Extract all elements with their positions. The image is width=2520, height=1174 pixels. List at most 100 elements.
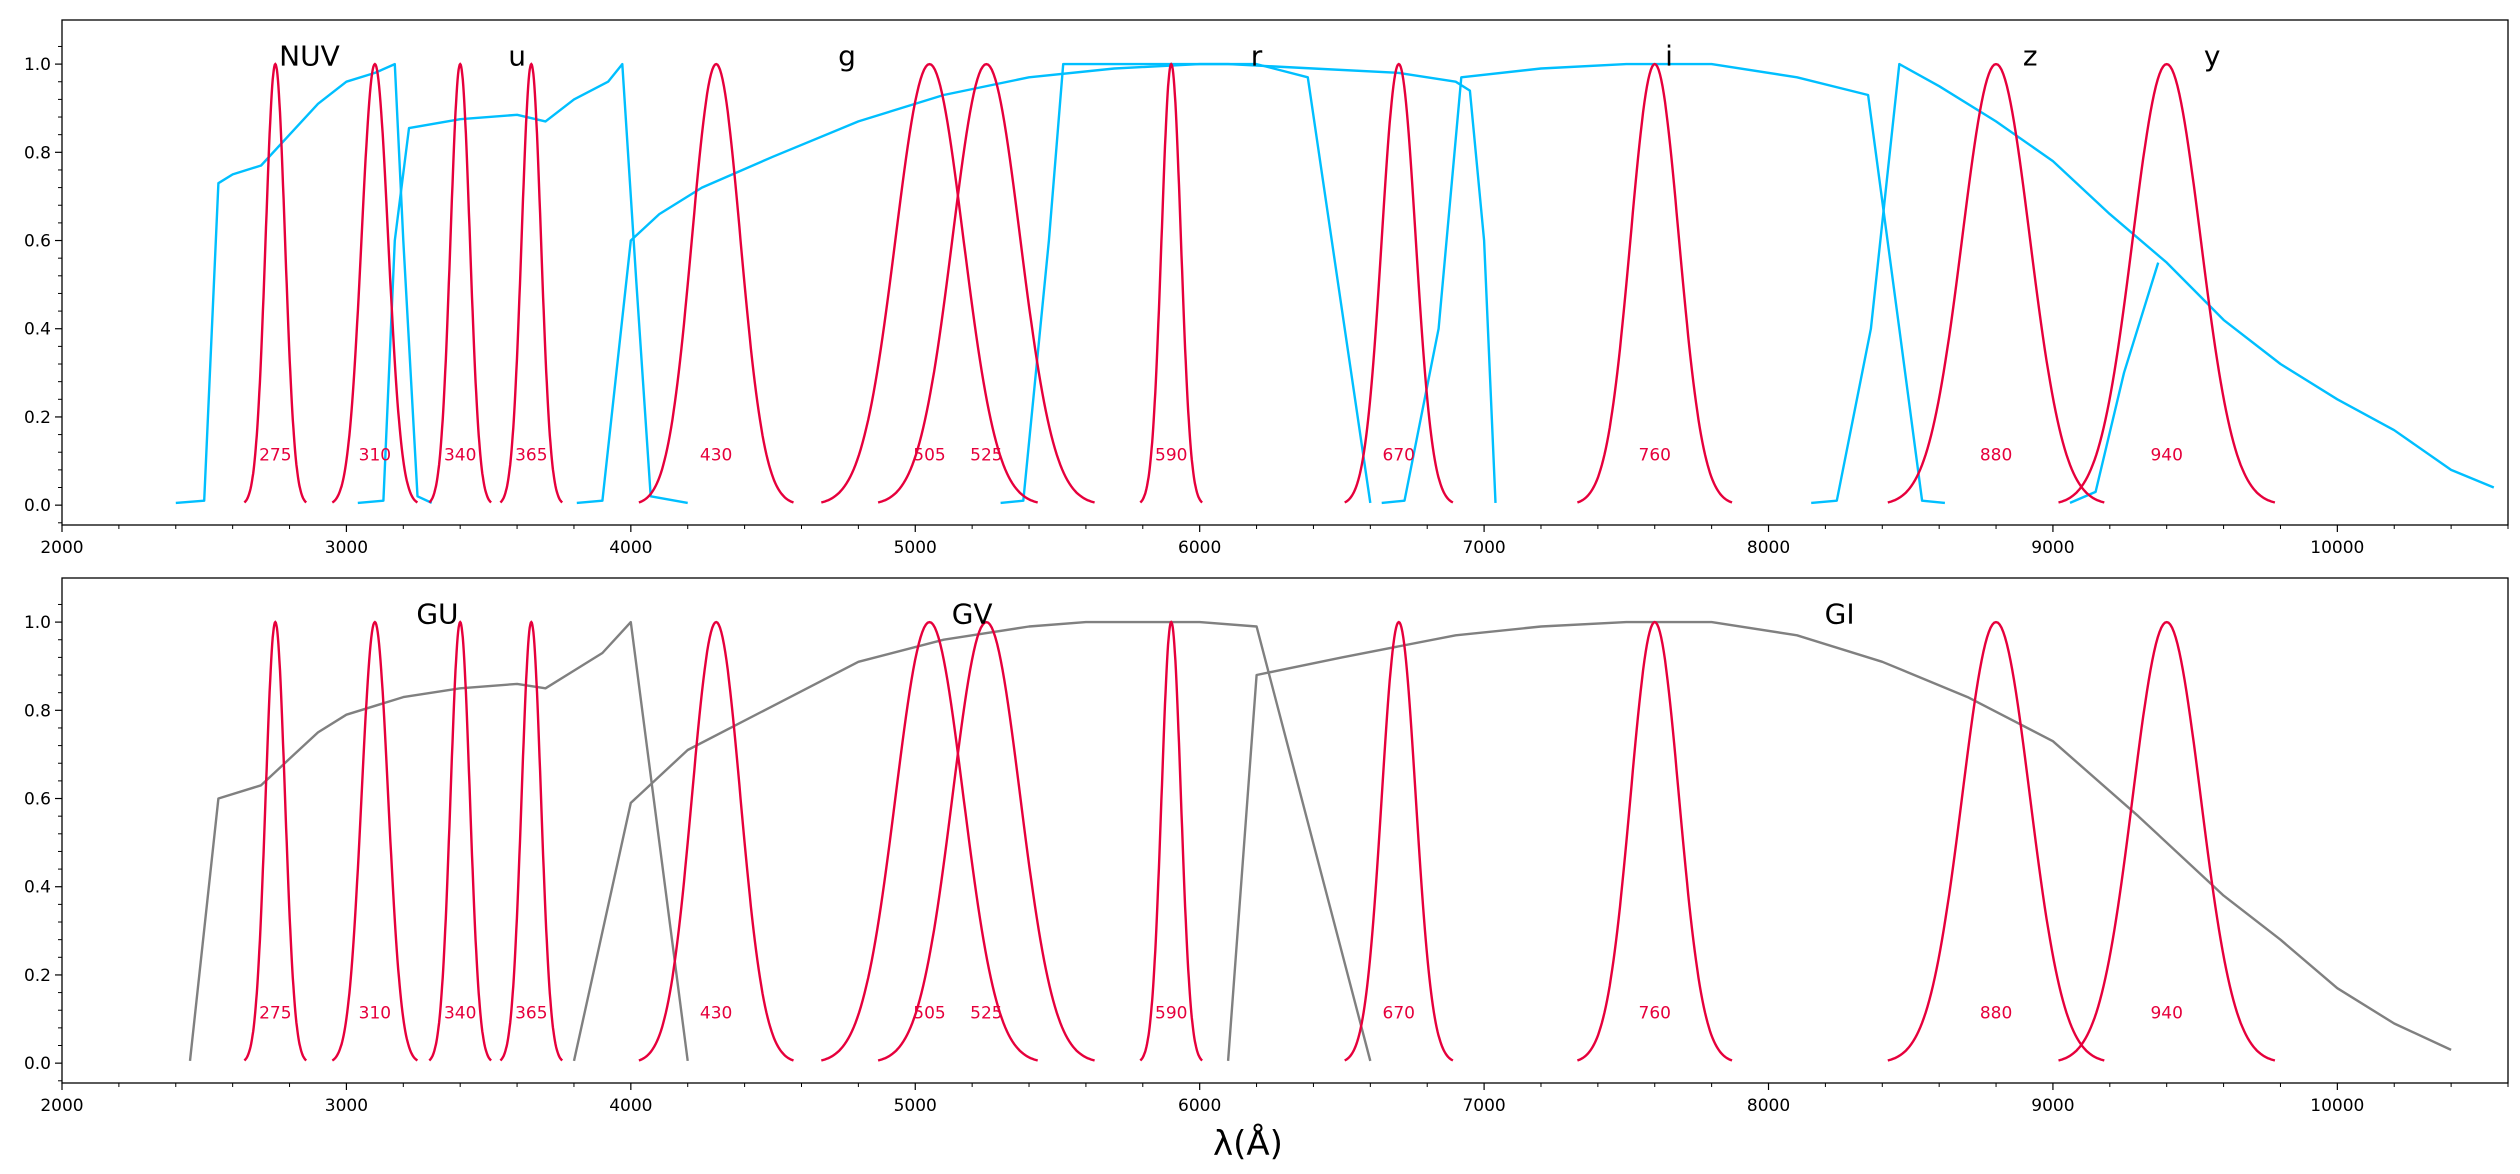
bottom-y-tick-label: 1.0 [24,613,51,633]
bottom-narrowband-label: 365 [515,1003,547,1023]
bottom-narrowband-590-curve [1139,620,1203,1062]
top-band-label: r [1251,39,1263,72]
bottom-x-tick-label: 7000 [1462,1096,1505,1116]
top-x-tick-label: 10000 [2310,538,2364,558]
top-x-tick-label: 5000 [894,538,937,558]
bottom-panel: 2000 3000 4000 5000 6000 7000 8000 9000 10000 0.0… [24,577,2509,1116]
top-narrowband-940-curve [2058,62,2276,504]
bottom-x-tick-label: 4000 [609,1096,652,1116]
bottom-y-tick-label: 0.0 [24,1054,51,1074]
top-x-tick-label: 7000 [1462,538,1505,558]
top-narrowband-label: 880 [1980,445,2012,465]
top-axes-frame [61,19,2509,526]
top-y-tick-label: 0.8 [24,143,51,163]
bottom-narrowband-670-curve [1344,620,1454,1062]
bottom-axes-frame [61,577,2509,1084]
bottom-narrowband-310-curve [331,620,419,1062]
top-y-tick-label: 1.0 [24,55,51,75]
top-y-tick-label: 0.0 [24,496,51,516]
bottom-narrowband-365-curve [499,620,564,1062]
top-narrowband-label: 340 [444,445,476,465]
bottom-narrowband-label: 525 [970,1003,1002,1023]
bottom-y-tick-label: 0.6 [24,790,51,810]
top-band-NUV-curve [175,62,433,505]
bottom-band-label: GU [416,597,458,630]
top-narrowband-label: 670 [1383,445,1415,465]
top-x-tick-label: 6000 [1178,538,1221,558]
top-x-tick-label: 9000 [2031,538,2074,558]
top-y-tick-label: 0.6 [24,232,51,252]
top-x-tick-label: 2000 [40,538,83,558]
top-narrowband-430-curve [638,62,794,504]
top-narrowband-label: 760 [1639,445,1671,465]
top-narrowband-340-curve [428,62,492,504]
top-band-y-curve [2069,262,2160,505]
top-band-label: y [2204,39,2221,72]
top-band-i-curve [1381,62,1946,505]
bottom-x-tick-label: 3000 [325,1096,368,1116]
top-narrowband-label: 310 [359,445,391,465]
bottom-narrowband-label: 310 [359,1003,391,1023]
top-narrowband-590-curve [1139,62,1203,504]
x-axis-label: λ(Å) [1213,1123,1283,1164]
top-x-tick-label: 4000 [609,538,652,558]
bottom-band-GI-curve [1226,620,2452,1061]
bottom-narrowband-760-curve [1576,620,1733,1062]
top-narrowband-label: 365 [515,445,547,465]
top-band-z-curve [1811,62,2495,505]
bottom-narrowband-label: 760 [1639,1003,1671,1023]
bottom-band-label: GV [952,597,993,630]
bottom-narrowband-430-curve [638,620,794,1062]
bottom-x-tick-label: 5000 [894,1096,937,1116]
bottom-narrowband-275-curve [243,620,308,1062]
bottom-narrowband-880-curve [1887,620,2105,1062]
bottom-x-tick-label: 8000 [1747,1096,1790,1116]
bottom-y-tick-label: 0.8 [24,701,51,721]
bottom-narrowband-label: 590 [1155,1003,1187,1023]
top-band-label: NUV [279,39,340,72]
bottom-y-tick-label: 0.2 [24,966,51,986]
top-y-tick-label: 0.2 [24,408,51,428]
top-narrowband-880-curve [1887,62,2105,504]
top-band-label: g [838,39,856,72]
top-narrowband-525-curve [877,62,1095,504]
bottom-narrowband-label: 505 [913,1003,945,1023]
top-x-tick-label: 3000 [325,538,368,558]
bottom-x-tick-label: 9000 [2031,1096,2074,1116]
bottom-narrowband-label: 940 [2150,1003,2182,1023]
bottom-narrowband-label: 430 [700,1003,732,1023]
top-narrowband-label: 430 [700,445,732,465]
bottom-x-tick-label: 2000 [40,1096,83,1116]
top-narrowband-670-curve [1344,62,1454,504]
bottom-narrowband-340-curve [428,620,492,1062]
bottom-narrowband-label: 340 [444,1003,476,1023]
top-narrowband-365-curve [499,62,564,504]
top-x-tick-label: 8000 [1747,538,1790,558]
top-narrowband-275-curve [243,62,308,504]
bottom-narrowband-505-curve [820,620,1039,1062]
top-narrowband-label: 505 [913,445,945,465]
top-y-tick-label: 0.4 [24,320,51,340]
bottom-narrowband-label: 880 [1980,1003,2012,1023]
bottom-narrowband-label: 670 [1383,1003,1415,1023]
bottom-x-tick-label: 10000 [2310,1096,2364,1116]
bottom-band-GV-curve [572,620,1372,1062]
top-narrowband-label: 940 [2150,445,2182,465]
bottom-y-tick-label: 0.4 [24,878,51,898]
top-narrowband-label: 525 [970,445,1002,465]
bottom-narrowband-940-curve [2058,620,2276,1062]
bottom-narrowband-525-curve [877,620,1095,1062]
bottom-narrowband-label: 275 [259,1003,291,1023]
bottom-band-label: GI [1825,597,1855,630]
top-band-label: u [508,39,526,72]
top-narrowband-310-curve [331,62,419,504]
top-narrowband-label: 275 [259,445,291,465]
top-band-label: i [1665,39,1673,72]
top-band-label: z [2023,39,2038,72]
top-band-u-curve [357,62,688,505]
top-narrowband-505-curve [820,62,1039,504]
bottom-x-tick-label: 6000 [1178,1096,1221,1116]
top-narrowband-760-curve [1576,62,1733,504]
